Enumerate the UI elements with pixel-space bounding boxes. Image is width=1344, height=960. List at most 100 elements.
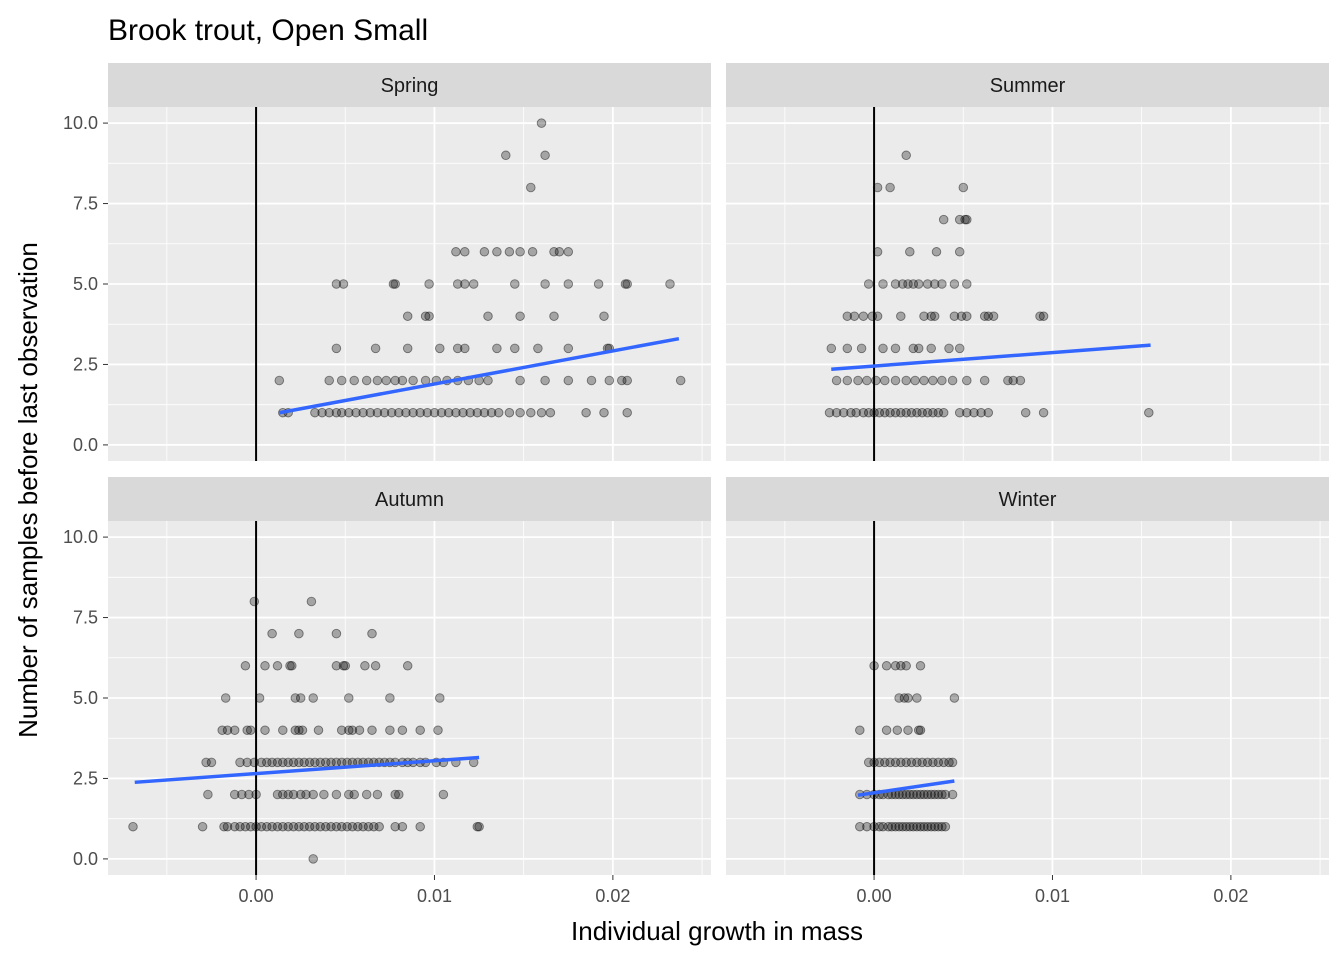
data-point [890,343,901,354]
data-point [937,821,947,832]
data-point [262,757,272,768]
data-point [954,407,965,418]
data-point [370,343,381,354]
data-point [912,789,922,800]
data-point [394,407,404,418]
data-point [954,247,965,257]
data-point [415,725,425,735]
data-point [290,693,301,703]
data-point [351,407,361,418]
data-point [358,407,368,418]
data-point [379,407,390,418]
data-point [242,725,252,735]
y-tick-label: 2.5 [73,354,98,374]
data-point [908,343,919,354]
data-point [926,343,936,354]
data-point [1144,407,1154,418]
data-point [890,821,901,832]
data-point [617,375,627,386]
data-point [919,789,929,800]
data-point [947,757,958,768]
data-point [367,628,377,639]
x-tick-label: 0.00 [857,886,892,906]
data-point [237,789,247,800]
x-axis-title: Individual growth in mass [571,916,863,946]
data-point [267,821,277,832]
data-point [283,757,293,768]
data-point [317,407,327,418]
data-point [956,311,967,321]
data-point [545,407,556,418]
data-point [344,407,354,418]
data-point [563,343,574,354]
facet-strip [726,63,1329,107]
data-point [220,693,231,703]
data-point [958,182,969,193]
trend-line [278,336,680,415]
data-point [422,407,433,418]
data-point [622,375,632,386]
data-point [926,311,936,321]
data-point [515,407,525,418]
data-point [979,375,990,386]
data-point [910,375,920,386]
data-point [460,279,470,289]
data-point [901,375,911,386]
data-point [310,821,320,832]
data-point [493,407,504,418]
data-point [912,757,922,768]
data-point [881,661,892,671]
data-point [937,789,947,800]
data-point [563,279,574,289]
data-point [219,821,229,832]
data-point [622,407,632,418]
data-point [885,182,895,193]
data-point [295,693,306,703]
data-point [278,757,288,768]
data-point [863,757,874,768]
data-point [922,279,933,289]
data-point [451,247,461,257]
data-point [881,725,892,735]
data-point [515,375,525,386]
data-point [912,821,922,832]
data-point [363,821,374,832]
data-point [344,789,354,800]
data-point [901,821,911,832]
data-point [976,407,986,418]
data-point [460,343,470,354]
facet-grid: Spring 0.0 2.5 5.0 7.5 10.0 Summer Autumn 0.0 2.5… [63,63,1329,906]
data-point [458,407,468,418]
data-point [872,247,883,257]
data-point [288,757,299,768]
data-point [901,150,911,161]
data-point [944,757,954,768]
y-tick-label: 7.5 [73,194,98,214]
data-point [593,279,604,289]
data-point [878,279,888,289]
data-point [408,375,418,386]
data-point [408,407,418,418]
data-point [867,311,878,321]
data-point [912,407,922,418]
data-point [306,596,317,607]
data-point [908,821,919,832]
data-point [922,789,933,800]
facet-strip [108,477,711,521]
facet-winter: Winter 0.00 0.01 0.02 [726,477,1329,906]
data-point [913,343,924,354]
data-point [897,821,908,832]
data-point [370,661,381,671]
data-point [374,821,384,832]
data-point [436,407,447,418]
data-point [278,789,288,800]
data-point [872,311,883,321]
data-point [397,725,408,735]
data-point [540,150,550,161]
x-tick-label: 0.02 [1213,886,1248,906]
data-point [501,150,511,161]
data-point [308,789,318,800]
data-point [831,407,842,418]
data-point [320,821,331,832]
